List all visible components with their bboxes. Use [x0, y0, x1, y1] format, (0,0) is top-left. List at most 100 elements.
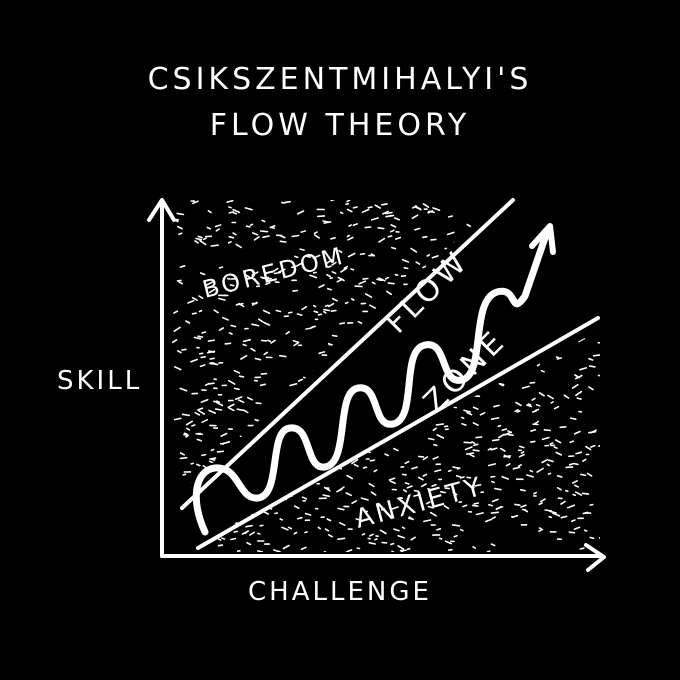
texture-dot	[514, 408, 519, 413]
texture-dot	[354, 285, 363, 288]
texture-dot	[225, 493, 232, 496]
texture-dot	[569, 417, 577, 421]
texture-dot	[481, 252, 487, 256]
texture-dot	[422, 203, 430, 208]
texture-dot	[296, 313, 303, 316]
texture-dot	[409, 399, 417, 404]
texture-dot	[335, 402, 342, 406]
texture-dot	[349, 419, 358, 423]
texture-dot	[221, 440, 231, 445]
texture-dot	[323, 428, 330, 431]
texture-dot	[293, 505, 300, 510]
texture-dot	[212, 441, 218, 444]
texture-dot	[484, 485, 492, 488]
texture-dot	[251, 323, 260, 327]
texture-dot	[201, 331, 207, 334]
texture-dot	[273, 489, 281, 495]
texture-dot	[316, 485, 324, 491]
texture-dot	[499, 447, 506, 452]
texture-dot	[385, 352, 394, 356]
texture-dot	[217, 538, 222, 541]
texture-dot	[571, 479, 578, 484]
texture-dot	[297, 378, 304, 383]
texture-dot	[472, 437, 479, 443]
texture-dot	[493, 311, 499, 316]
arrow-right-icon	[584, 543, 606, 572]
texture-dot	[311, 410, 319, 415]
texture-dot	[407, 338, 414, 342]
texture-dot	[441, 429, 449, 433]
texture-dot	[485, 236, 493, 240]
texture-dot	[173, 417, 182, 421]
texture-dot	[214, 408, 223, 411]
texture-dot	[358, 407, 363, 410]
texture-dot	[377, 493, 386, 498]
texture-dot	[201, 458, 206, 463]
texture-dot	[230, 324, 237, 328]
texture-dot	[378, 277, 386, 282]
texture-dot	[197, 335, 204, 338]
texture-dot	[348, 224, 352, 227]
texture-dot	[380, 507, 386, 511]
texture-dot	[560, 500, 566, 505]
texture-dot	[273, 271, 282, 275]
texture-dot	[433, 478, 437, 482]
texture-dot	[414, 227, 421, 231]
texture-dot	[187, 338, 195, 342]
texture-dot	[399, 496, 404, 500]
texture-dot	[475, 283, 481, 287]
texture-dot	[406, 547, 411, 551]
texture-dot	[375, 349, 380, 353]
texture-dot	[352, 206, 358, 209]
texture-dot	[441, 328, 447, 332]
texture-dot	[296, 457, 301, 461]
texture-dot	[242, 465, 246, 469]
texture-dot	[232, 211, 238, 215]
texture-dot	[571, 383, 579, 389]
texture-dot	[310, 389, 318, 393]
texture-dot	[495, 505, 502, 511]
texture-dot	[263, 379, 271, 384]
texture-dot	[401, 526, 406, 530]
texture-dot	[240, 354, 248, 360]
texture-dot	[262, 321, 271, 326]
texture-dot	[214, 224, 222, 228]
texture-dot	[459, 476, 465, 479]
texture-dot	[568, 531, 576, 534]
texture-dot	[481, 418, 487, 421]
texture-dot	[427, 432, 436, 438]
texture-dot	[271, 267, 279, 273]
texture-dot	[183, 432, 188, 435]
texture-dot	[430, 238, 437, 241]
texture-dot	[391, 550, 397, 552]
texture-dot	[384, 276, 390, 280]
texture-dot	[462, 397, 469, 401]
texture-dot	[240, 427, 248, 432]
texture-dot	[345, 376, 352, 381]
texture-dot	[368, 533, 374, 537]
texture-dot	[369, 459, 376, 462]
texture-dot	[259, 383, 267, 387]
texture-dot	[538, 391, 545, 397]
texture-dot	[330, 237, 336, 240]
texture-dot	[174, 366, 182, 371]
texture-dot	[583, 529, 588, 532]
texture-dot	[451, 345, 456, 350]
texture-dot	[490, 480, 496, 484]
texture-dot	[468, 429, 477, 432]
texture-dot	[556, 486, 562, 491]
texture-dot	[248, 407, 256, 411]
texture-dot	[204, 382, 210, 387]
texture-dot	[540, 369, 545, 373]
texture-dot	[414, 430, 422, 436]
texture-dot	[233, 387, 240, 391]
texture-dot	[574, 462, 579, 466]
texture-dot	[276, 369, 285, 375]
texture-dot	[553, 405, 560, 410]
texture-dot	[472, 306, 477, 309]
texture-dot	[218, 425, 223, 428]
texture-dot	[267, 412, 275, 418]
texture-dot	[327, 425, 337, 429]
texture-dot	[466, 257, 476, 261]
texture-dot	[232, 208, 240, 214]
